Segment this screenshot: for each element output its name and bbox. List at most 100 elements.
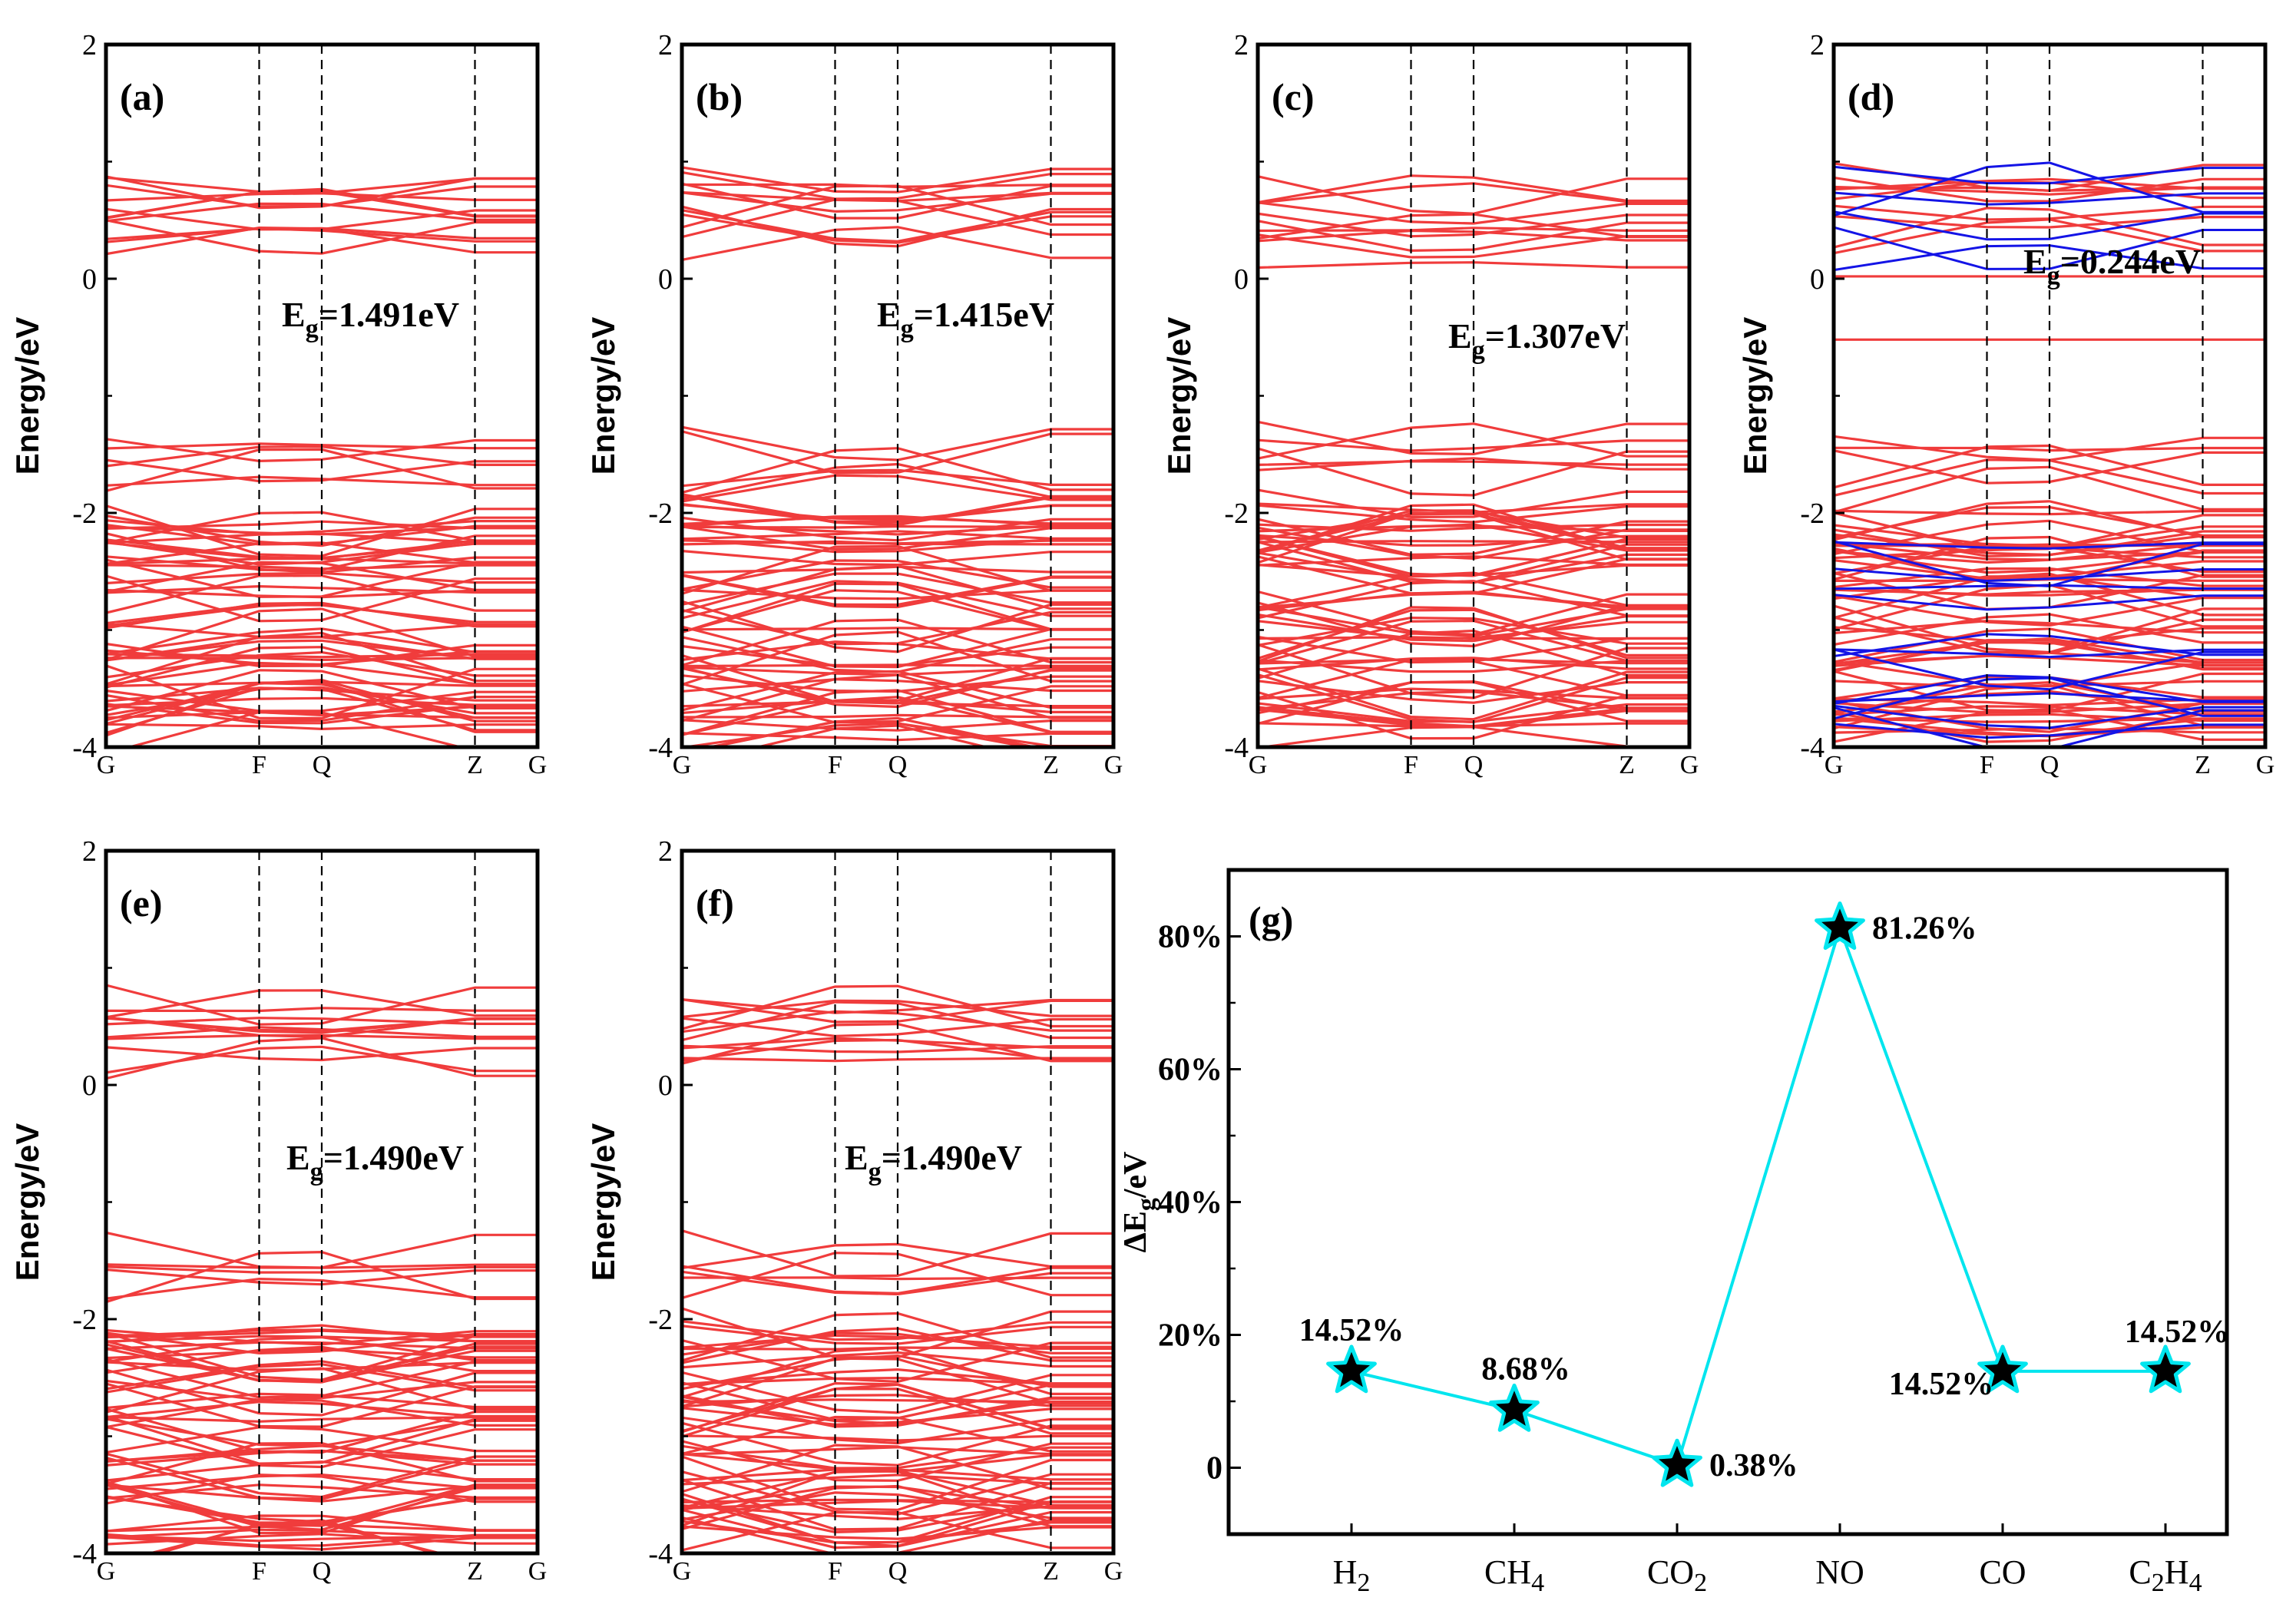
- spin-down-band-line: [1834, 723, 2265, 739]
- conduction-band-line: [682, 999, 1113, 1019]
- y-tick-label: -4: [648, 1538, 673, 1570]
- band-gap-value: =1.491eV: [319, 295, 459, 334]
- conduction-band-line: [106, 227, 538, 240]
- valence-band-line: [1834, 594, 2265, 627]
- kpoint-label: G: [97, 751, 116, 779]
- kpoint-label: Q: [2040, 751, 2059, 779]
- y-tick-label: -2: [1224, 498, 1249, 530]
- band-gap-value: =1.490eV: [323, 1138, 464, 1177]
- valence-band-line: [1258, 457, 1689, 471]
- band-gap-subscript: g: [868, 1158, 882, 1186]
- valence-band-line: [106, 558, 538, 598]
- y-tick-label: 2: [1234, 29, 1249, 61]
- kpoint-label: F: [828, 1557, 842, 1586]
- conduction-band-line: [682, 213, 1113, 244]
- band-gap-value: =1.307eV: [1485, 316, 1626, 356]
- plot-frame: [1226, 868, 2229, 1536]
- kpoint-label: G: [528, 751, 548, 779]
- valence-band-line: [682, 699, 1113, 715]
- conduction-band-line: [106, 1026, 538, 1039]
- y-axis-label-sub: g: [1133, 1198, 1161, 1211]
- y-axis-label-tail: /eV: [1118, 1151, 1153, 1199]
- valence-band-line: [682, 1242, 1113, 1269]
- kpoint-label: F: [1980, 751, 1994, 779]
- valence-band-line: [682, 1351, 1113, 1369]
- band-gap-value: =1.415eV: [914, 295, 1054, 334]
- valence-band-line: [106, 1250, 538, 1304]
- valence-band-line: [145, 1522, 445, 1553]
- kpoint-label: F: [828, 751, 842, 779]
- y-axis-label: Energy/eV: [1737, 317, 1773, 475]
- valence-band-line: [1258, 608, 1689, 660]
- spin-down-band-line: [1834, 594, 2265, 611]
- valence-band-line: [1834, 545, 2265, 575]
- category-label-sub: 2: [1694, 1569, 1707, 1597]
- category-label-main: CH: [1484, 1553, 1531, 1591]
- valence-band-line: [682, 627, 1113, 631]
- band-gap-label: Eg=1.490eV: [845, 1138, 1022, 1186]
- valence-band-line: [1258, 420, 1689, 456]
- spin-down-band-line: [1834, 161, 2265, 217]
- plot-frame: [680, 42, 1116, 749]
- kpoint-label: G: [673, 751, 692, 779]
- panel-letter: (d): [1848, 75, 1894, 118]
- kpoint-label: Z: [1619, 751, 1635, 779]
- conduction-band-line: [682, 209, 1113, 243]
- y-tick-label: 0: [82, 263, 97, 296]
- kpoint-label: Z: [2195, 751, 2211, 779]
- band-gap-label: Eg=1.415eV: [877, 295, 1054, 343]
- valence-band-line: [682, 1415, 1113, 1455]
- category-label: H2: [1333, 1553, 1371, 1597]
- band-gap-symbol: E: [282, 295, 306, 334]
- band-gap-subscript: g: [901, 315, 914, 343]
- conduction-band-line: [1258, 174, 1689, 204]
- y-tick-label: -2: [72, 498, 97, 530]
- valence-band-line: [106, 705, 538, 717]
- y-axis-label: Energy/eV: [9, 317, 45, 475]
- category-label: CH4: [1484, 1553, 1544, 1597]
- y-tick-label: 0: [1234, 263, 1249, 296]
- kpoint-label: F: [1404, 751, 1418, 779]
- conduction-band-line: [106, 1046, 538, 1062]
- kpoint-label: G: [2256, 751, 2275, 779]
- y-tick-label: -4: [72, 732, 97, 764]
- y-axis-label: Energy/eV: [585, 1123, 621, 1281]
- valence-band-line: [682, 1398, 1113, 1404]
- y-tick-label: 2: [658, 29, 673, 61]
- valence-band-line: [682, 1525, 1113, 1540]
- band-gap-symbol: E: [286, 1138, 310, 1177]
- y-tick-label: 2: [658, 835, 673, 868]
- valence-band-line: [1258, 534, 1689, 547]
- category-label-main: C: [2129, 1553, 2151, 1591]
- panel-letter: (b): [696, 75, 743, 118]
- conduction-band-line: [106, 192, 538, 202]
- valence-band-line: [682, 530, 1113, 541]
- category-label-main: CO: [1647, 1553, 1694, 1591]
- kpoint-label: G: [97, 1557, 116, 1586]
- conduction-band-line: [106, 219, 538, 255]
- conduction-band-line: [682, 226, 1113, 262]
- y-axis-label: Energy/eV: [9, 1123, 45, 1281]
- valence-band-line: [1834, 500, 2265, 541]
- category-label-main: H: [1333, 1553, 1358, 1591]
- valence-band-line: [106, 1473, 538, 1505]
- band-lines: [106, 984, 538, 1553]
- valence-band-line: [682, 1368, 1113, 1386]
- valence-band-line: [682, 515, 1113, 525]
- band-gap-symbol: E: [2023, 242, 2047, 281]
- y-tick-label: 60%: [1158, 1053, 1222, 1088]
- kpoint-label: G: [1104, 751, 1123, 779]
- data-point-star: [1977, 1344, 2028, 1394]
- data-label: 14.52%: [2125, 1315, 2230, 1350]
- spin-down-band-line: [1834, 567, 2265, 583]
- band-gap-label: Eg=1.491eV: [282, 295, 459, 343]
- y-tick-label: 0: [1810, 263, 1825, 296]
- y-tick-label: 0: [658, 263, 673, 296]
- band-gap-label: Eg=0.244eV: [2023, 242, 2201, 290]
